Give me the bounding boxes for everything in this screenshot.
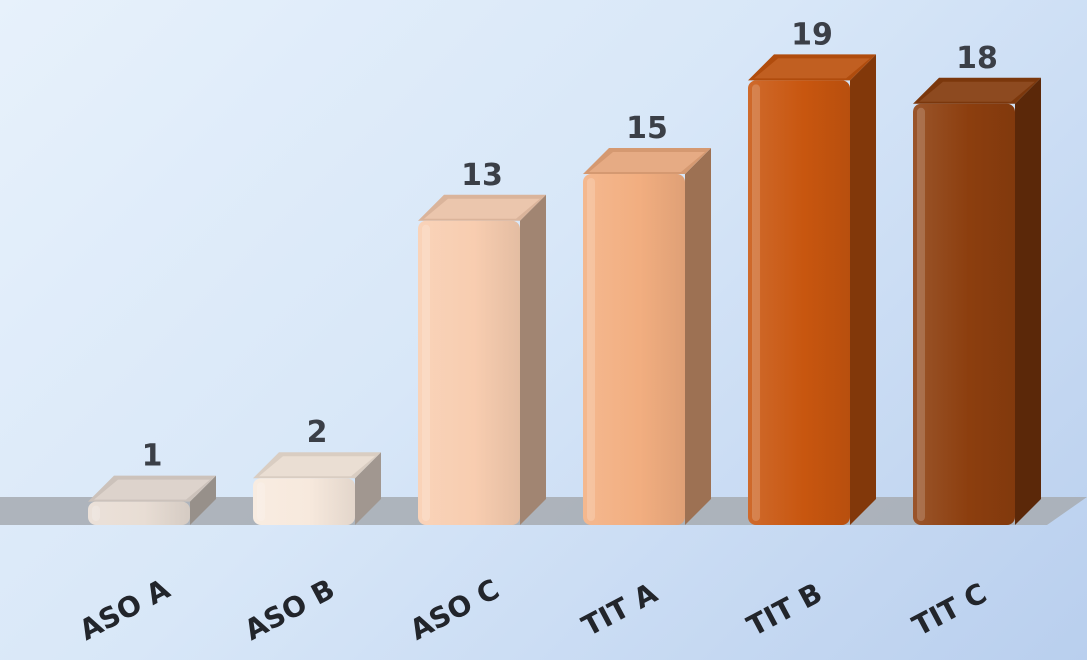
bar-aso-c [418, 194, 546, 526]
bar-aso-b [253, 452, 381, 525]
value-label: 15 [626, 111, 668, 146]
bar-top-bevel [754, 58, 870, 79]
bar-highlight [752, 84, 760, 522]
bar-side-face [850, 54, 876, 526]
bar-highlight [422, 224, 430, 522]
bar-front-face [913, 103, 1015, 526]
value-label: 18 [956, 41, 998, 76]
bar-top-bevel [259, 456, 375, 477]
bar-top-bevel [919, 81, 1035, 102]
bar-front-face [418, 220, 520, 526]
value-label: 13 [461, 158, 503, 193]
bar-tit-a [583, 148, 711, 525]
bar-side-face [190, 475, 216, 525]
bar-front-face [583, 174, 685, 525]
value-label: 2 [307, 415, 328, 450]
bar-side-face [520, 194, 546, 526]
category-label: TIT C [907, 577, 992, 643]
bars-layer [88, 54, 1041, 526]
category-label: TIT B [742, 576, 828, 643]
bar-side-face [355, 452, 381, 525]
bar-aso-a [88, 475, 216, 525]
bar-side-face [685, 148, 711, 525]
value-labels-layer: 1 2 13 15 19 18 [142, 17, 998, 473]
category-label: TIT A [576, 576, 662, 643]
bar-top-bevel [424, 198, 540, 219]
bar-front-face [88, 501, 190, 525]
bar-tit-c [913, 77, 1041, 526]
category-label: ASO A [74, 572, 175, 647]
bar-front-face [748, 80, 850, 526]
bar-top-bevel [589, 152, 705, 172]
bar-top-bevel [94, 479, 210, 500]
bar-side-face [1015, 77, 1041, 526]
bar-highlight [587, 178, 595, 521]
bar-highlight [917, 107, 925, 522]
category-label: ASO B [239, 572, 340, 647]
value-label: 19 [791, 17, 833, 52]
bar-highlight [257, 482, 265, 521]
category-labels-layer: ASO A ASO B ASO C TIT A TIT B TIT C [74, 572, 992, 647]
bar-tit-b [748, 54, 876, 526]
category-label: ASO C [404, 573, 504, 647]
bar-front-face [253, 478, 355, 525]
value-label: 1 [142, 439, 163, 474]
bar-highlight [92, 505, 100, 521]
